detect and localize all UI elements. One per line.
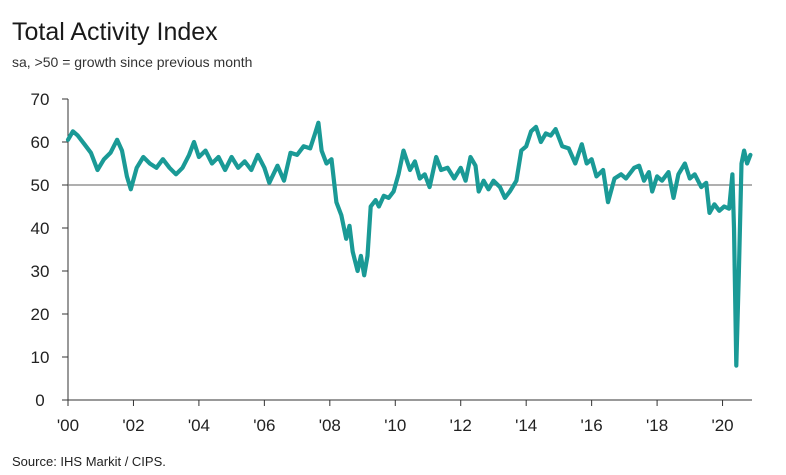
- y-tick-label: 20: [31, 305, 50, 324]
- plot-area: [65, 120, 753, 368]
- chart-source: Source: IHS Markit / CIPS.: [12, 454, 166, 469]
- x-tick-label: '04: [188, 416, 210, 435]
- y-axis: 0 10 20 30 40 50 60 70: [31, 90, 69, 410]
- x-tick-label: '10: [384, 416, 406, 435]
- y-tick-label: 0: [35, 391, 44, 410]
- chart-subtitle: sa, >50 = growth since previous month: [12, 54, 253, 70]
- x-axis: '00 '02 '04 '06 '08 '10 '12 '14 '16 '18 '20: [57, 399, 752, 435]
- y-tick-label: 40: [31, 219, 50, 238]
- x-tick-label: '08: [319, 416, 341, 435]
- y-tick-label: 30: [31, 262, 50, 281]
- y-tick-label: 10: [31, 348, 50, 367]
- x-tick-label: '18: [646, 416, 668, 435]
- y-tick-label: 50: [31, 176, 50, 195]
- y-tick-label: 70: [31, 90, 50, 109]
- x-tick-label: '16: [581, 416, 603, 435]
- chart-title: Total Activity Index: [12, 18, 218, 46]
- series-line-total-activity-index: [65, 120, 753, 368]
- x-tick-label: '12: [450, 416, 472, 435]
- y-tick-label: 60: [31, 133, 50, 152]
- x-tick-label: '20: [711, 416, 733, 435]
- x-tick-label: '06: [253, 416, 275, 435]
- x-tick-label: '14: [515, 416, 537, 435]
- x-tick-label: '02: [122, 416, 144, 435]
- x-tick-label: '00: [57, 416, 79, 435]
